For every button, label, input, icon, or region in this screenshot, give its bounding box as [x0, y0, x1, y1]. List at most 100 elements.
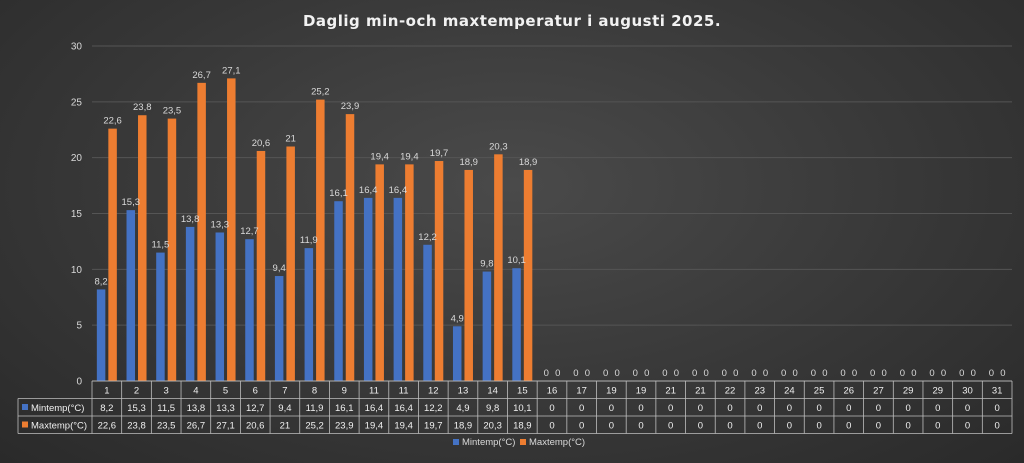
- min-temp-data-label: 0: [900, 368, 905, 379]
- table-value-cell: 0: [965, 403, 970, 414]
- table-value-cell: 11,9: [306, 403, 324, 414]
- max-temp-data-label: 0: [614, 368, 619, 379]
- y-tick-label: 25: [71, 97, 83, 108]
- min-temp-data-label: 0: [781, 368, 786, 379]
- y-tick-label: 15: [71, 209, 83, 220]
- table-value-cell: 0: [638, 403, 643, 414]
- table-category-cell: 21: [695, 386, 706, 397]
- min-temp-bar: [482, 271, 492, 381]
- table-value-cell: 21: [280, 421, 291, 432]
- max-temp-data-label: 0: [674, 368, 679, 379]
- table-category-cell: 19: [636, 386, 647, 397]
- table-value-cell: 0: [905, 403, 910, 414]
- max-temp-data-label: 27,1: [222, 65, 241, 76]
- max-temp-data-label: 20,3: [489, 141, 508, 152]
- table-value-cell: 18,9: [513, 421, 532, 432]
- table-category-cell: 8: [312, 386, 317, 397]
- min-temp-data-label: 0: [633, 368, 638, 379]
- y-tick-label: 30: [71, 42, 83, 53]
- min-temp-data-label: 13,3: [211, 219, 230, 230]
- table-value-cell: 20,6: [246, 421, 265, 432]
- max-temp-data-label: 0: [733, 368, 738, 379]
- max-temp-bar: [434, 161, 444, 381]
- min-temp-bar: [512, 268, 521, 381]
- max-temp-data-label: 0: [763, 368, 768, 379]
- min-temp-bar: [185, 226, 195, 381]
- table-category-cell: 23: [754, 386, 765, 397]
- min-temp-data-label: 9,8: [480, 259, 493, 270]
- table-value-cell: 0: [757, 421, 762, 432]
- y-tick-label: 5: [76, 321, 82, 332]
- table-category-cell: 4: [193, 386, 198, 397]
- table-category-cell: 25: [814, 386, 825, 397]
- max-temp-data-label: 0: [882, 368, 887, 379]
- max-temp-data-label: 23,8: [133, 102, 152, 113]
- legend-min-label: Mintemp(°C): [462, 437, 515, 448]
- table-value-cell: 13,8: [187, 403, 206, 414]
- max-temp-bar: [464, 169, 473, 381]
- table-value-cell: 0: [846, 403, 851, 414]
- min-temp-bar: [274, 276, 284, 381]
- table-value-cell: 0: [935, 403, 940, 414]
- table-value-cell: 0: [698, 421, 703, 432]
- max-temp-bar: [405, 164, 414, 381]
- table-value-cell: 0: [816, 421, 821, 432]
- min-temp-data-label: 12,2: [418, 232, 437, 243]
- max-temp-bar: [167, 118, 177, 381]
- table-value-cell: 0: [905, 421, 910, 432]
- table-category-cell: 15: [517, 386, 528, 397]
- table-value-cell: 0: [787, 403, 792, 414]
- max-temp-data-label: 26,7: [192, 70, 211, 81]
- table-value-cell: 19,4: [365, 421, 384, 432]
- table-value-cell: 0: [965, 421, 970, 432]
- table-category-cell: 26: [843, 386, 854, 397]
- table-value-cell: 0: [995, 403, 1000, 414]
- min-temp-bar: [215, 232, 225, 381]
- table-category-cell: 22: [725, 386, 736, 397]
- max-temp-data-label: 21: [285, 134, 296, 145]
- min-temp-data-label: 9,4: [273, 263, 286, 274]
- max-temp-data-label: 0: [911, 368, 916, 379]
- min-temp-data-label: 0: [811, 368, 816, 379]
- max-temp-data-label: 22,6: [103, 116, 122, 127]
- max-temp-data-label: 0: [793, 368, 798, 379]
- table-category-cell: 11: [399, 386, 409, 397]
- max-temp-bar: [108, 128, 117, 381]
- legend: Mintemp(°C) Maxtemp(°C): [453, 437, 585, 448]
- min-temp-bar: [393, 197, 403, 381]
- table-value-cell: 23,8: [127, 421, 146, 432]
- table-value-cell: 20,3: [483, 421, 502, 432]
- max-temp-data-label: 0: [852, 368, 857, 379]
- max-temp-bar: [316, 99, 325, 381]
- table-value-cell: 0: [609, 403, 614, 414]
- min-temp-bar: [423, 244, 432, 381]
- table-category-cell: 16: [547, 386, 558, 397]
- min-temp-data-label: 0: [544, 368, 549, 379]
- min-temp-data-label: 0: [840, 368, 845, 379]
- table-value-cell: 0: [549, 403, 554, 414]
- max-temp-data-label: 0: [971, 368, 976, 379]
- table-category-cell: 29: [903, 386, 914, 397]
- data-table: 1 2 3 4 5 6 7 8 9 11 11 12 13 14 15 16 17 19 19 21 21 22 23 24 2…: [17, 380, 1013, 434]
- bars: [96, 78, 533, 381]
- table-value-cell: 0: [549, 421, 554, 432]
- min-temp-bar: [126, 210, 136, 381]
- table-value-cell: 23,9: [335, 421, 354, 432]
- max-temp-bar: [286, 146, 295, 381]
- table-category-cell: 7: [282, 386, 287, 397]
- table-value-cell: 19,4: [394, 421, 413, 432]
- table-category-cell: 17: [576, 386, 587, 397]
- max-temp-bar: [227, 78, 236, 381]
- max-temp-bar: [345, 114, 355, 381]
- min-temp-bar: [96, 289, 106, 381]
- min-temp-data-label: 0: [929, 368, 934, 379]
- min-temp-data-label: 11,5: [152, 240, 170, 251]
- chart-title: Daglig min-och maxtemperatur i augusti 2…: [303, 12, 721, 30]
- table-value-cell: 0: [579, 421, 584, 432]
- min-temp-bar: [452, 326, 462, 381]
- table-category-cell: 14: [487, 386, 498, 397]
- table-category-cell: 27: [873, 386, 884, 397]
- min-temp-data-label: 16,4: [359, 185, 378, 196]
- table-category-cell: 1: [104, 386, 109, 397]
